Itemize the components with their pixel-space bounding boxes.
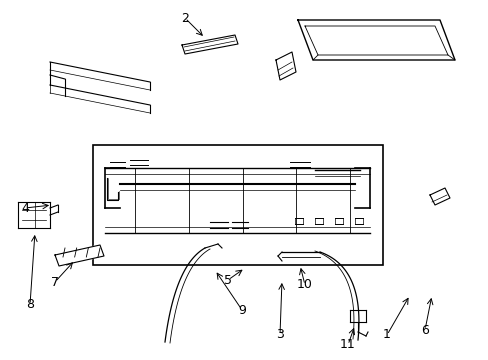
Polygon shape: [297, 20, 454, 60]
Text: 8: 8: [26, 298, 34, 311]
Polygon shape: [275, 52, 295, 80]
Text: 5: 5: [224, 274, 231, 287]
Text: 1: 1: [382, 328, 390, 342]
Polygon shape: [55, 245, 104, 266]
Text: 6: 6: [420, 324, 428, 337]
Text: 2: 2: [181, 12, 188, 24]
Text: 11: 11: [340, 338, 355, 351]
Bar: [93, 145, 382, 265]
Text: 7: 7: [51, 275, 59, 288]
Polygon shape: [182, 35, 238, 54]
Text: 4: 4: [21, 202, 29, 215]
Text: 9: 9: [238, 303, 245, 316]
Text: 10: 10: [296, 279, 312, 292]
Text: 3: 3: [276, 328, 284, 342]
Polygon shape: [429, 188, 449, 205]
